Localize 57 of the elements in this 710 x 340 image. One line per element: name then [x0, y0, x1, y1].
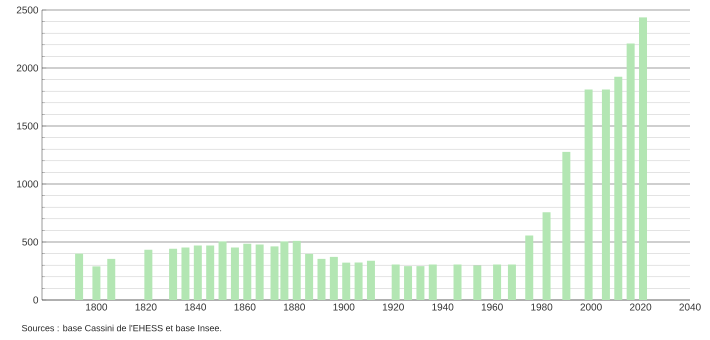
- x-tick-label: 1800: [86, 304, 108, 311]
- y-tick-label: 500: [22, 238, 38, 246]
- bar: [92, 266, 100, 300]
- bar: [342, 262, 350, 300]
- bar: [218, 241, 227, 300]
- x-tick-label: 1920: [382, 304, 404, 311]
- x-tick-label: 1840: [185, 304, 206, 311]
- bar: [206, 245, 214, 300]
- bar: [473, 266, 482, 300]
- bar: [169, 248, 178, 300]
- bar: [508, 264, 516, 300]
- bar: [230, 247, 239, 300]
- bar: [416, 266, 424, 300]
- bar: [626, 44, 635, 300]
- x-tick-label: 1820: [136, 304, 157, 311]
- x-tick-label: 1980: [531, 304, 552, 311]
- y-tick-label: 2000: [16, 64, 38, 72]
- source-note: Sources : base Cassini de l'EHESS et base Insee.: [22, 324, 222, 332]
- bar: [243, 244, 252, 300]
- bar: [256, 244, 264, 300]
- x-tick-label: 1960: [482, 304, 503, 311]
- y-tick-label: 1500: [17, 122, 38, 130]
- bar: [614, 76, 622, 300]
- bar: [493, 264, 502, 300]
- bar: [454, 264, 462, 300]
- x-tick-label: 1900: [333, 304, 354, 311]
- bar: [366, 260, 375, 300]
- bar: [144, 250, 152, 300]
- bar: [194, 245, 202, 300]
- x-tick-label: 2020: [630, 304, 652, 311]
- bar: [354, 262, 363, 300]
- bar: [270, 246, 278, 300]
- bar: [584, 89, 593, 300]
- x-tick-label: 2040: [679, 304, 701, 311]
- bar: [562, 152, 570, 300]
- bar: [330, 256, 338, 300]
- bar: [107, 258, 116, 300]
- bar: [404, 266, 412, 300]
- bar: [602, 89, 610, 300]
- x-tick-label: 1940: [432, 304, 454, 311]
- bar: [181, 247, 190, 300]
- x-tick-label: 1860: [234, 304, 256, 311]
- bar: [305, 254, 314, 300]
- bar: [317, 258, 326, 300]
- y-tick-label: 0: [33, 296, 38, 304]
- bar: [542, 212, 551, 300]
- bar: [75, 254, 84, 300]
- bar: [280, 241, 288, 300]
- x-tick-label: 2000: [580, 304, 602, 311]
- y-tick-label: 1000: [17, 180, 38, 188]
- y-tick-label: 2500: [16, 6, 38, 14]
- bar: [428, 264, 437, 300]
- bar: [292, 240, 301, 300]
- bar: [392, 264, 400, 300]
- bar: [525, 236, 534, 300]
- bar: [639, 17, 648, 300]
- x-tick-label: 1880: [284, 304, 305, 311]
